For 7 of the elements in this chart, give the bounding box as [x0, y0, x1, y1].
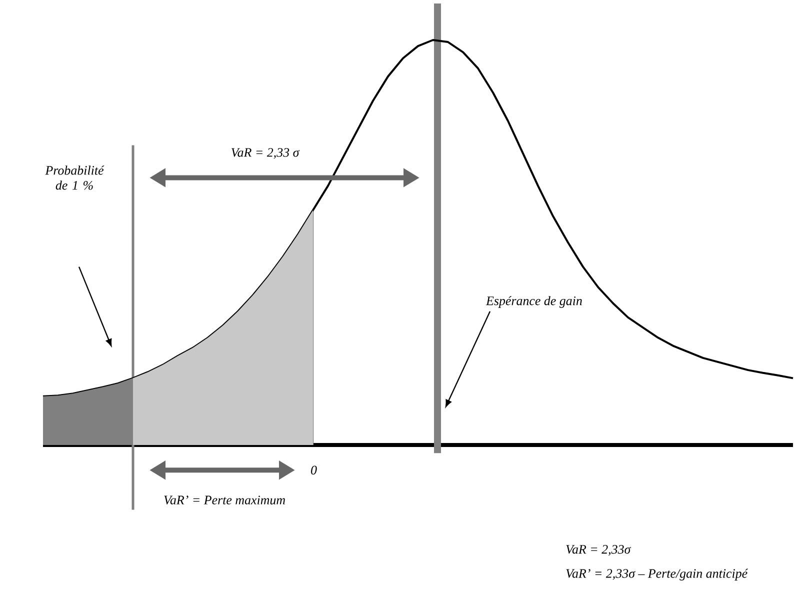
annotation: Probabilité de 1 %: [45, 166, 104, 190]
text: VaR = 2,33σ: [566, 545, 632, 556]
annotation: Espérance de gain: [486, 296, 582, 308]
text: VaR’ = 2,33σ – Perte/gain anticipé: [566, 568, 748, 580]
text: 0: [311, 466, 317, 474]
annotation: VaR = 2,33 σ: [231, 148, 300, 159]
text: VaR’ = Perte maximum: [164, 496, 285, 504]
